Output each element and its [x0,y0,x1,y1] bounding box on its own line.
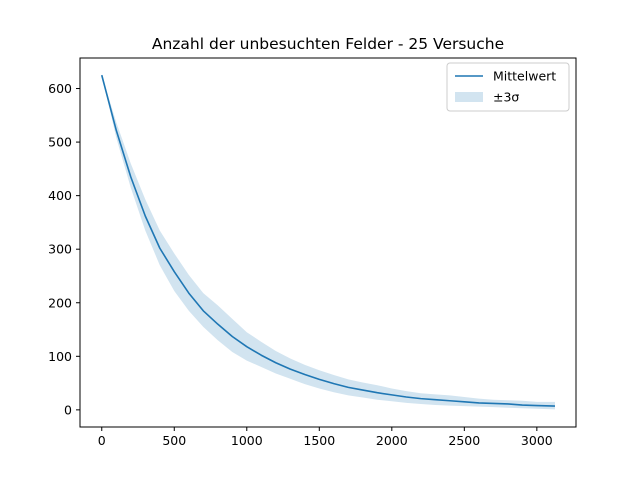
y-tick-label: 100 [48,349,72,364]
axes-layer: 0 500 1000 1500 2000 2500 3000 0 100 200 300 400 500… [48,57,577,448]
band-area [101,75,555,410]
x-tick-label: 0 [98,433,106,448]
legend-frame [446,62,570,112]
x-tick-label: 1000 [231,433,263,448]
y-tick-label: 500 [48,135,72,150]
x-tick-label: 1500 [303,433,335,448]
y-tick-label: 400 [48,188,72,203]
x-tick-label: 500 [162,433,186,448]
y-tick-label: 600 [48,81,72,96]
band-layer [101,75,555,410]
x-tick-label: 2500 [448,433,480,448]
legend: Mittelwert ±3σ [446,62,570,112]
legend-label-mean: Mittelwert [493,69,556,84]
y-tick-label: 200 [48,295,72,310]
legend-band-swatch [455,92,483,102]
axes-frame [79,57,577,428]
legend-label-band: ±3σ [493,90,519,105]
line-layer [100,74,555,407]
y-tick-label: 0 [64,402,72,417]
y-tick-label: 300 [48,242,72,257]
x-tick-label: 3000 [521,433,553,448]
mean-line [100,74,555,407]
chart-title: Anzahl der unbesuchten Felder - 25 Versu… [152,35,504,53]
x-tick-label: 2000 [376,433,408,448]
